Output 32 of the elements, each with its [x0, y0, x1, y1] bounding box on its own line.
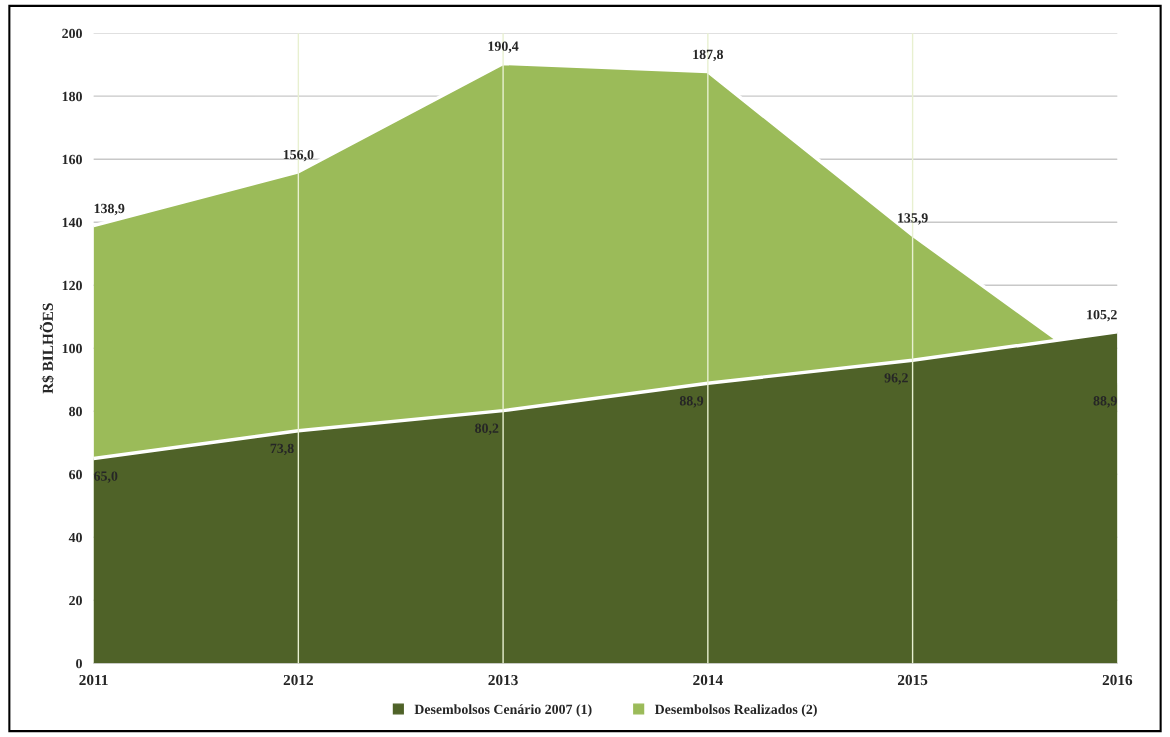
y-tick-label: 40 — [68, 532, 82, 543]
data-label: 96,2 — [884, 373, 908, 385]
y-tick-label: 80 — [69, 406, 82, 417]
x-tick-label: 2012 — [283, 674, 313, 686]
x-tick-label: 2011 — [79, 674, 108, 686]
data-label: 190,4 — [488, 41, 519, 53]
x-tick-label: 2013 — [488, 674, 518, 686]
y-tick-label: 20 — [69, 595, 82, 606]
y-tick-label: 160 — [62, 154, 82, 165]
x-tick-label: 2014 — [693, 674, 723, 686]
data-label: 135,9 — [898, 213, 928, 225]
x-tick-label: 2016 — [1102, 674, 1133, 686]
data-label: 156,0 — [283, 149, 314, 162]
y-tick-label: 100 — [62, 343, 82, 354]
data-label: 187,8 — [693, 49, 724, 62]
data-label: 88,9 — [1093, 396, 1117, 408]
y-tick-label: 140 — [62, 217, 82, 228]
legend-label: Desembolsos Realizados (2) — [654, 704, 817, 717]
y-tick-label: 180 — [62, 91, 82, 102]
legend-label: Desembolsos Cenário 2007 (1) — [414, 704, 592, 717]
data-label: 105,2 — [1087, 309, 1117, 322]
data-label: 80,2 — [475, 423, 499, 435]
y-tick-label: 0 — [76, 658, 82, 669]
data-label: 138,9 — [94, 203, 125, 216]
y-tick-label: 120 — [62, 280, 82, 291]
data-label: 65,0 — [94, 471, 118, 483]
data-label: 73,8 — [270, 443, 294, 456]
y-tick-label: 200 — [62, 28, 82, 39]
x-tick-label: 2015 — [897, 674, 928, 686]
data-label: 88,9 — [679, 396, 704, 408]
y-tick-label: 60 — [69, 469, 82, 480]
y-axis-title: R$ BILHÕES — [39, 303, 55, 394]
